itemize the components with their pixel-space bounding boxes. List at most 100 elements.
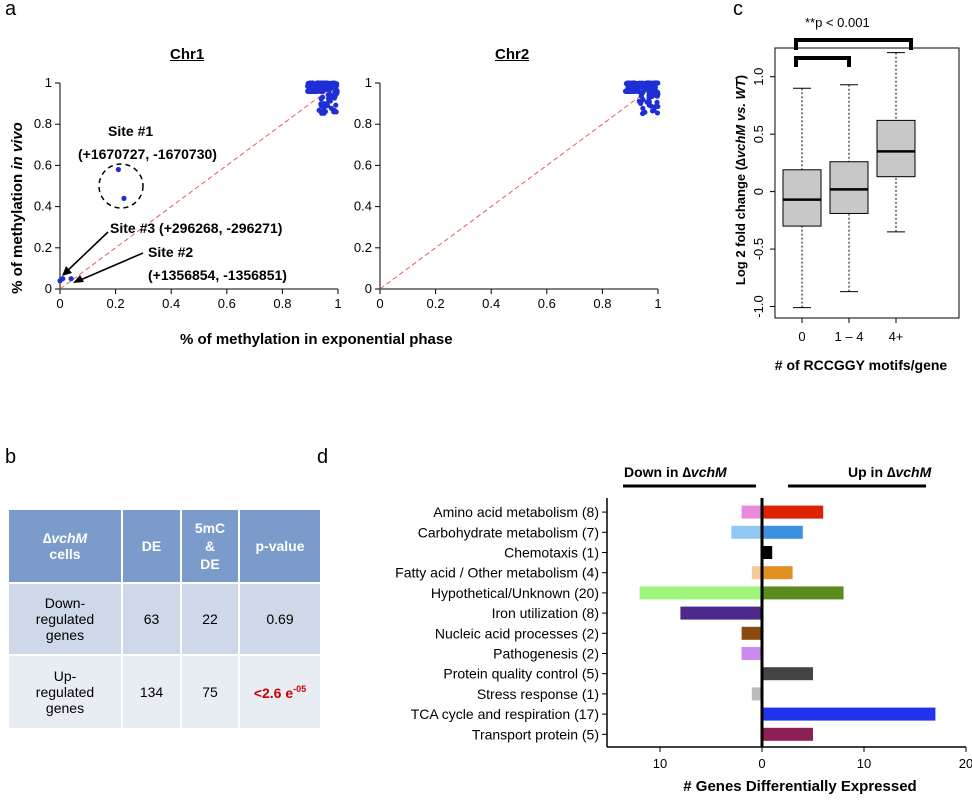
data-point <box>654 110 661 116</box>
row-5mc: 75 <box>182 656 238 728</box>
down-bar <box>751 566 762 580</box>
category-label: Fatty acid / Other metabolism (4) <box>395 565 599 581</box>
down-bar <box>680 606 762 620</box>
row-label: Up-regulated genes <box>9 656 121 728</box>
boxplot: -1.0 -0.5 0 0.5 1.0 0 1 – 4 4+ <box>751 47 960 344</box>
up-bar <box>762 505 824 519</box>
y-tick-label: 1 <box>365 75 372 90</box>
row-de: 63 <box>123 584 180 654</box>
chr2-title: Chr2 <box>495 46 530 63</box>
up-bar <box>762 707 936 721</box>
x-tick-label: 0.4 <box>162 296 180 311</box>
down-bar <box>751 687 762 701</box>
significance-label: **p < 0.001 <box>805 15 870 30</box>
a-y-label: % of methylation in vivo <box>9 122 26 294</box>
data-point <box>328 94 335 101</box>
y-tick-label: -1.0 <box>751 295 766 317</box>
x-tick-label: 0 <box>56 296 63 311</box>
data-point <box>654 99 660 106</box>
data-point <box>333 102 339 108</box>
down-bar <box>741 626 762 640</box>
box <box>829 161 869 214</box>
site2-label-1: Site #2 <box>148 244 193 260</box>
diagonal-line <box>379 82 659 290</box>
bar-chart: Amino acid metabolism (8) Carbohydrate me… <box>395 498 972 771</box>
site2-label-2: (+1356854, -1356851) <box>148 267 287 283</box>
x-tick-label: 0.2 <box>427 296 445 311</box>
data-point <box>655 91 661 97</box>
data-point <box>331 107 338 114</box>
x-tick-label: 0.8 <box>593 296 611 311</box>
box <box>782 169 822 227</box>
panel-b-letter: b <box>5 446 17 468</box>
diagonal-line <box>59 82 339 290</box>
up-bar <box>762 546 773 559</box>
data-point <box>639 90 646 96</box>
category-label: Transport protein (5) <box>472 726 599 742</box>
y-tick-label: 1.0 <box>751 68 766 86</box>
sig-bracket-outer <box>794 38 913 50</box>
data-point <box>646 102 652 108</box>
site3-label: Site #3 (+296268, -296271) <box>110 220 282 236</box>
y-tick-label: 0.6 <box>34 157 52 172</box>
de-table: ∆vchM cells DE 5mC & DE p-value Down-regula… <box>7 508 322 730</box>
data-point <box>307 81 313 87</box>
highlighted-point <box>68 276 74 282</box>
c-x-label: # of RCCGGY motifs/gene <box>775 357 948 373</box>
category-label: Hypothetical/Unknown (20) <box>431 585 599 601</box>
header-cells: ∆vchM cells <box>9 510 121 582</box>
up-bar <box>762 566 793 580</box>
row-pvalue: <2.6 e-05 <box>240 656 320 728</box>
panel-d-svg: Down in ∆vchM Up in ∆vchM Amino acid met… <box>395 464 972 795</box>
y-tick-label: 0.5 <box>751 125 766 143</box>
up-bar <box>762 586 844 600</box>
y-tick-label: 0.8 <box>34 116 52 131</box>
panel-a-letter: a <box>5 0 17 20</box>
y-tick-label: 0.6 <box>354 157 372 172</box>
x-tick-label: 1 – 4 <box>835 329 864 344</box>
data-point <box>645 80 651 86</box>
up-bar <box>762 525 803 539</box>
category-label: Nucleic acid processes (2) <box>435 625 599 641</box>
data-point <box>313 88 319 94</box>
site1-circle <box>98 163 144 209</box>
down-bar <box>741 647 762 660</box>
panel-c-svg: **p < 0.001 -1.0 -0.5 0 0.5 1.0 0 1 – 4 4+ Log … <box>733 15 960 373</box>
data-point <box>308 88 315 94</box>
row-label: Down-regulated genes <box>9 584 121 654</box>
chr2-plot: 0 0.2 0.4 0.6 0.8 1 0 0.2 0.4 0.6 0.8 1 <box>354 75 662 311</box>
data-point <box>651 104 658 110</box>
x-tick-label: 4+ <box>889 329 904 344</box>
x-tick-label: 0.2 <box>107 296 125 311</box>
x-tick-label: 10 <box>653 756 667 771</box>
x-tick-label: 0 <box>758 756 765 771</box>
x-tick-label: 1 <box>654 296 661 311</box>
header-pvalue: p-value <box>240 510 320 582</box>
d-x-label: # Genes Differentially Expressed <box>683 778 916 795</box>
data-point <box>651 81 658 87</box>
data-point <box>637 82 643 88</box>
y-tick-label: 0.2 <box>354 240 372 255</box>
highlighted-point <box>121 195 127 201</box>
up-label: Up in ∆vchM <box>848 464 932 480</box>
data-point <box>334 90 340 96</box>
highlighted-point <box>57 278 63 284</box>
category-label: Carbohydrate metabolism (7) <box>418 524 599 540</box>
y-tick-label: 0.2 <box>34 240 52 255</box>
up-bar <box>762 727 813 741</box>
data-point <box>321 82 327 88</box>
site1-label-2: (+1670727, -1670730) <box>78 146 217 162</box>
category-label: Chemotaxis (1) <box>504 545 599 561</box>
data-point <box>320 94 326 100</box>
x-tick-label: 10 <box>857 756 871 771</box>
site3-arrow-head <box>62 266 72 276</box>
x-tick-label: 1 <box>334 296 341 311</box>
y-tick-label: 0.4 <box>34 199 52 214</box>
x-tick-label: 0.4 <box>482 296 500 311</box>
data-point <box>635 88 641 94</box>
x-tick-label: 0 <box>376 296 383 311</box>
down-label: Down in ∆vchM <box>624 464 727 480</box>
down-bar <box>639 586 762 600</box>
y-tick-label: 0 <box>365 281 372 296</box>
plot-frame <box>774 47 960 319</box>
